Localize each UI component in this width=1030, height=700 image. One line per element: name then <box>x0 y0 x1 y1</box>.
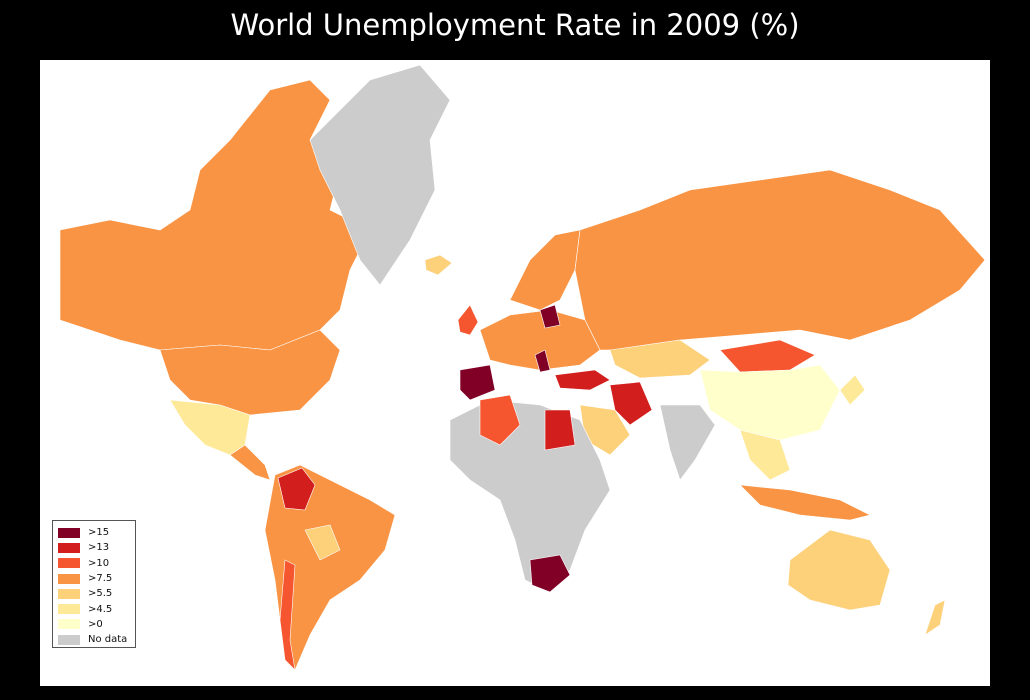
legend-label: >4.5 <box>88 603 113 615</box>
region-europe <box>479 309 601 371</box>
legend-item: >15 <box>58 525 135 540</box>
region-south-africa <box>529 554 571 593</box>
region-turkey <box>554 369 611 391</box>
legend-swatch <box>58 588 80 599</box>
region-uk-ireland <box>457 304 479 336</box>
legend-item: >13 <box>58 540 135 555</box>
legend-item: >10 <box>58 556 135 571</box>
region-indonesia <box>739 484 871 521</box>
legend-label: No data <box>88 634 128 646</box>
legend-label: >0 <box>88 618 103 630</box>
map-title: World Unemployment Rate in 2009 (%) <box>230 8 800 42</box>
region-iran <box>609 381 653 426</box>
region-spain <box>459 364 496 401</box>
region-japan <box>839 374 866 406</box>
region-canada <box>59 79 371 351</box>
region-scandinavia <box>509 229 581 311</box>
region-china <box>699 364 841 441</box>
region-russia <box>574 169 986 351</box>
legend-swatch <box>58 604 80 615</box>
legend-swatch <box>58 558 80 569</box>
region-iceland <box>424 254 453 276</box>
region-southeast-asia <box>739 429 791 481</box>
legend-swatch <box>58 573 80 584</box>
world-map <box>59 64 986 671</box>
legend-item: >0 <box>58 617 135 632</box>
region-kazakhstan <box>609 339 711 379</box>
region-south-america <box>264 464 396 671</box>
legend-swatch <box>58 634 80 645</box>
region-chile <box>279 559 296 671</box>
legend-label: >10 <box>88 557 110 569</box>
legend-swatch <box>58 542 80 553</box>
legend-label: >5.5 <box>88 588 113 600</box>
region-baltics <box>539 304 561 329</box>
region-new-zealand <box>924 599 946 636</box>
region-australia <box>787 529 891 611</box>
map-area: >15 >13 >10 >7.5 >5.5 >4.5 >0 No data <box>40 60 990 686</box>
legend-label: >13 <box>88 542 110 554</box>
legend-item: No data <box>58 632 135 647</box>
legend-item: >5.5 <box>58 586 135 601</box>
region-balkans <box>534 349 551 373</box>
legend-swatch <box>58 619 80 630</box>
legend-item: >4.5 <box>58 601 135 616</box>
region-bolivia <box>304 524 341 561</box>
legend-item: >7.5 <box>58 571 135 586</box>
map-legend: >15 >13 >10 >7.5 >5.5 >4.5 >0 No data <box>52 520 136 648</box>
region-egypt <box>544 409 576 451</box>
region-usa <box>159 329 341 416</box>
region-colombia <box>277 467 316 511</box>
region-india <box>659 404 716 481</box>
region-algeria <box>479 394 521 446</box>
region-mongolia <box>719 339 816 373</box>
region-central-america <box>229 444 271 481</box>
region-greenland <box>309 64 451 286</box>
legend-label: >15 <box>88 527 110 539</box>
legend-swatch <box>58 527 80 538</box>
legend-label: >7.5 <box>88 573 113 585</box>
